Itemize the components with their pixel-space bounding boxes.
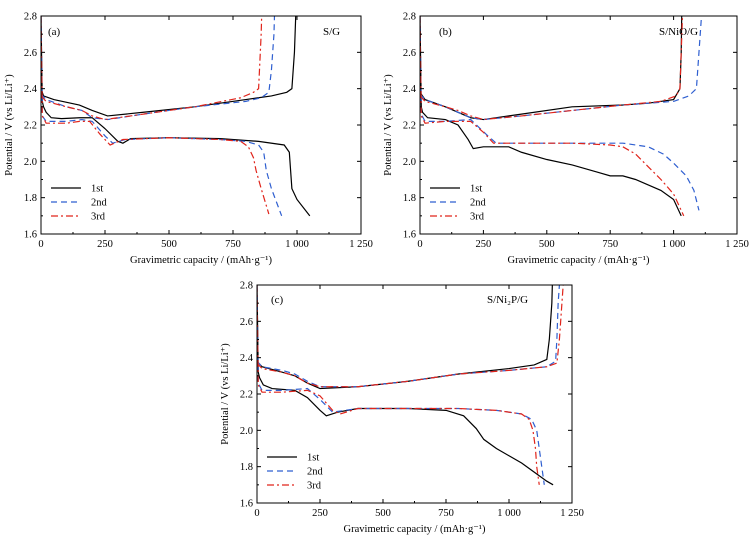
x-tick-label: 500 — [539, 239, 555, 250]
y-tick-label: 2.2 — [403, 121, 416, 132]
chart-panel-b: 0 250 500 750 1 000 1 250 1.6 1.8 2.0 2.2 2.4 2.6 2.… — [383, 12, 749, 267]
y-tick-label: 1.8 — [403, 193, 416, 204]
x-tick-label: 1 250 — [349, 239, 373, 250]
x-tick-label: 0 — [254, 508, 259, 519]
x-tick-label: 250 — [476, 239, 492, 250]
legend-label-3rd: 3rd — [91, 212, 106, 223]
x-axis-title: Gravimetric capacity / (mAh·g⁻¹) — [508, 255, 650, 266]
series-group — [420, 16, 703, 217]
panel-label: (a) — [48, 26, 61, 38]
y-tick-label: 2.0 — [24, 157, 37, 168]
series-1st-discharge-line — [257, 285, 554, 486]
x-tick-label: 1 000 — [662, 239, 686, 250]
y-tick-label: 2.4 — [24, 84, 38, 95]
x-tick-label: 750 — [438, 508, 454, 519]
series-group — [41, 16, 311, 217]
plot-frame — [419, 15, 738, 235]
y-tick-label: 2.2 — [24, 121, 37, 132]
legend-label-1st: 1st — [470, 184, 482, 195]
series-2nd-charge-line — [257, 285, 560, 388]
x-tick-label: 0 — [38, 239, 43, 250]
panel-label: (b) — [439, 26, 452, 38]
x-tick-label: 250 — [312, 508, 328, 519]
legend-label-1st: 1st — [307, 453, 319, 464]
series-2nd-discharge-line — [41, 16, 283, 217]
x-tick-label: 500 — [161, 239, 177, 250]
y-tick-label: 2.8 — [24, 12, 37, 23]
y-tick-label: 2.0 — [240, 426, 253, 437]
legend: 1st 2nd 3rd — [51, 184, 108, 223]
series-3rd-discharge-line — [420, 16, 685, 217]
y-tick-label: 2.4 — [240, 353, 254, 364]
series-2nd-discharge-line — [420, 16, 700, 211]
y-tick-label: 2.2 — [240, 390, 253, 401]
y-tick-label: 2.0 — [403, 157, 416, 168]
y-axis-title: Potential / V (vs Li/Li⁺) — [383, 74, 394, 176]
series-3rd-discharge-line — [257, 285, 540, 485]
legend-label-2nd: 2nd — [91, 198, 108, 209]
y-tick-label: 1.8 — [240, 462, 253, 473]
x-tick-label: 0 — [417, 239, 422, 250]
series-3rd-charge-line — [41, 16, 263, 121]
x-tick-label: 750 — [225, 239, 241, 250]
legend: 1st 2nd 3rd — [430, 184, 487, 223]
x-tick-label: 500 — [375, 508, 391, 519]
chart-title: S/Ni₂P/G — [487, 294, 528, 306]
y-tick-label: 2.8 — [403, 12, 416, 23]
legend-label-2nd: 2nd — [307, 467, 324, 478]
x-axis-title: Gravimetric capacity / (mAh·g⁻¹) — [344, 524, 486, 535]
x-tick-label: 750 — [602, 239, 618, 250]
chart-title: S/G — [323, 26, 340, 38]
x-axis-title: Gravimetric capacity / (mAh·g⁻¹) — [130, 255, 272, 266]
y-tick-label: 2.6 — [240, 317, 253, 328]
legend: 1st 2nd 3rd — [267, 453, 324, 492]
y-tick-label: 1.6 — [24, 230, 37, 241]
series-1st-charge-line — [420, 16, 683, 121]
y-tick-label: 2.6 — [24, 48, 37, 59]
x-tick-label: 250 — [97, 239, 113, 250]
panel-label: (c) — [271, 294, 284, 306]
series-group — [257, 285, 564, 486]
plot-frame — [40, 15, 362, 235]
y-tick-label: 2.8 — [240, 281, 253, 292]
series-3rd-charge-line — [420, 16, 684, 121]
y-tick-label: 1.8 — [24, 193, 37, 204]
series-3rd-discharge-line — [41, 16, 270, 215]
chart-title: S/NiO/G — [659, 26, 698, 38]
x-tick-label: 1 250 — [725, 239, 749, 250]
y-tick-label: 1.6 — [403, 230, 416, 241]
chart-panel-a: 0 250 500 750 1 000 1 250 1.6 1.8 2.0 2.2 2.4 2.6 2.… — [4, 12, 373, 267]
x-tick-label: 1 000 — [285, 239, 309, 250]
y-axis-title: Potential / V (vs Li/Li⁺) — [4, 74, 15, 176]
legend-label-2nd: 2nd — [470, 198, 487, 209]
y-tick-label: 2.4 — [403, 84, 417, 95]
y-tick-label: 1.6 — [240, 499, 253, 510]
legend-label-1st: 1st — [91, 184, 103, 195]
series-1st-charge-line — [41, 16, 297, 117]
chart-panel-c: 0 250 500 750 1 000 1 250 1.6 1.8 2.0 2.2 2.4 2.6 2.… — [220, 281, 584, 536]
legend-label-3rd: 3rd — [307, 481, 322, 492]
y-tick-label: 2.6 — [403, 48, 416, 59]
legend-label-3rd: 3rd — [470, 212, 485, 223]
series-1st-discharge-line — [41, 16, 311, 217]
y-axis-title: Potential / V (vs Li/Li⁺) — [220, 343, 231, 445]
plot-frame — [256, 284, 573, 504]
x-tick-label: 1 000 — [497, 508, 521, 519]
x-tick-label: 1 250 — [560, 508, 584, 519]
series-3rd-charge-line — [257, 285, 564, 388]
series-2nd-discharge-line — [257, 285, 545, 485]
series-1st-discharge-line — [420, 16, 682, 217]
